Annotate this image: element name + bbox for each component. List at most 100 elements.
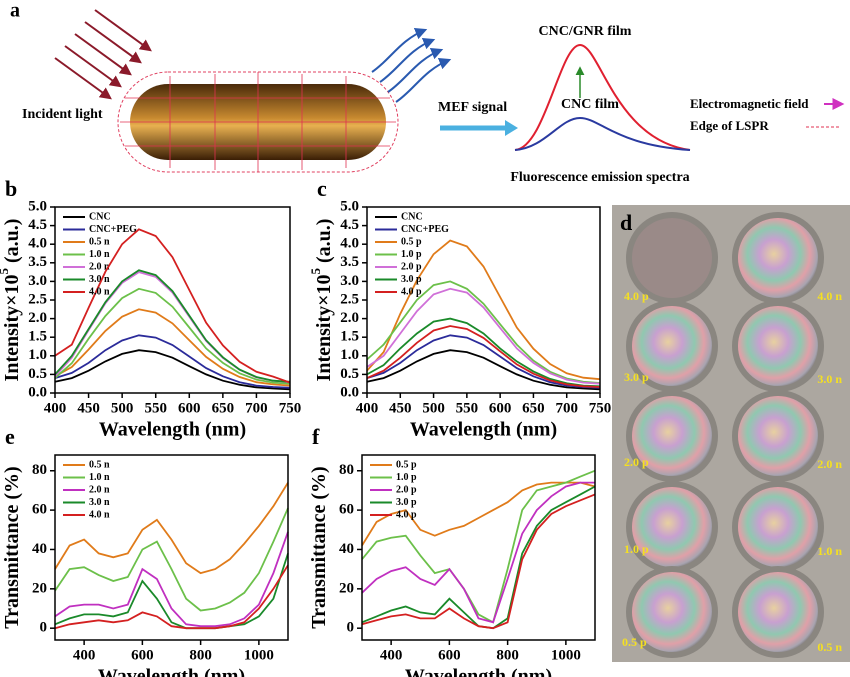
series-line: [361, 481, 596, 546]
x-tick-label: 600: [131, 647, 154, 663]
legend-label: 3.0 p: [396, 497, 417, 508]
y-axis-label-part: Transmittance (%): [308, 466, 330, 628]
series-line: [54, 287, 291, 385]
x-tick-label: 800: [189, 647, 212, 663]
emission-arrows: [371, 28, 452, 103]
y-tick-label: 4.0: [340, 236, 359, 252]
sample-label: 4.0 p: [624, 289, 649, 303]
y-tick-label: 2.0: [28, 310, 47, 326]
x-tick-label: 1000: [551, 647, 581, 663]
series-line: [54, 531, 289, 628]
y-axis-label: Intensity×105 (a.u.): [308, 219, 334, 382]
legend-label: 1.0 n: [89, 249, 110, 260]
legend-label: 4.0 n: [89, 509, 110, 520]
y-tick-label: 3.0: [340, 273, 359, 289]
x-axis-label: Wavelength (nm): [99, 419, 246, 441]
x-tick-label: 1000: [244, 647, 274, 663]
y-axis-label-part: 5: [308, 267, 323, 274]
cnc-spectrum: [514, 116, 691, 151]
legend-label: 0.5 n: [89, 459, 110, 470]
series-line: [366, 325, 601, 388]
series-line: [54, 507, 289, 612]
legend-label: CNC+PEG: [401, 224, 449, 235]
x-tick-label: 550: [144, 400, 167, 416]
legend-label: CNC: [89, 211, 111, 222]
plot-frame: [54, 454, 289, 641]
x-tick-label: 700: [555, 400, 578, 416]
y-tick-label: 5.0: [28, 198, 47, 214]
panel-letter: a: [10, 0, 20, 22]
y-tick-label: 4.0: [28, 236, 47, 252]
sample-label: 0.5 n: [817, 640, 842, 654]
y-tick-label: 0: [40, 620, 48, 636]
y-tick-label: 1.5: [28, 329, 47, 345]
x-tick-label: 650: [212, 400, 235, 416]
legend-label: 1.0 n: [89, 472, 110, 483]
y-tick-label: 1.0: [340, 347, 359, 363]
y-tick-label: 0.0: [28, 384, 47, 400]
y-tick-label: 60: [339, 502, 354, 518]
plot-frame: [366, 206, 601, 394]
y-tick-label: 60: [32, 502, 47, 518]
legend-label: 2.0 p: [396, 484, 417, 495]
dish-film: [632, 487, 712, 567]
y-tick-label: 80: [339, 462, 354, 478]
x-axis-label: Wavelength (nm): [410, 419, 557, 441]
x-tick-label: 600: [489, 400, 512, 416]
plot-frame: [361, 454, 596, 641]
signal-arrow-head: [505, 120, 518, 136]
series-line: [54, 564, 289, 630]
x-tick-label: 500: [111, 400, 134, 416]
legend-label: CNC: [401, 211, 423, 222]
x-axis-label: Wavelength (nm): [98, 666, 245, 677]
dish-film: [738, 487, 818, 567]
chart: b 400 450 500 550 600 650 700 750 0.0 0.5 1.0 1.5 2.0…: [0, 176, 301, 441]
dish-film: [632, 306, 712, 386]
y-tick-label: 0: [347, 620, 355, 636]
y-tick-label: 20: [339, 580, 354, 596]
y-tick-label: 1.5: [340, 329, 359, 345]
x-tick-label: 600: [178, 400, 201, 416]
incident-label: Incident light: [22, 107, 103, 122]
series-line: [54, 334, 291, 389]
legend-label: 4.0 p: [396, 509, 417, 520]
legend-label: 0.5 n: [89, 236, 110, 247]
cnc-label: CNC film: [561, 97, 619, 112]
panel-letter: f: [312, 424, 320, 449]
x-tick-label: 450: [389, 400, 412, 416]
panel-a: a Incident light MEF signal CNC/GNR film…: [10, 0, 845, 185]
x-tick-label: 400: [356, 400, 379, 416]
chart: f 400 600 800 1000 0 20 40 60 80 0.5 p 1.0 p2.0 p 3.…: [308, 424, 596, 677]
field-grid: [120, 72, 396, 172]
dish-film: [738, 218, 818, 298]
y-tick-label: 2.5: [28, 291, 47, 307]
series-line: [366, 287, 601, 385]
x-tick-label: 550: [456, 400, 479, 416]
y-axis-label: Transmittance (%): [1, 466, 23, 628]
x-tick-label: 650: [522, 400, 545, 416]
sample-label: 1.0 n: [817, 544, 842, 558]
series-line: [361, 481, 595, 624]
series-line: [54, 482, 289, 575]
y-tick-label: 2.0: [340, 310, 359, 326]
x-tick-label: 400: [44, 400, 67, 416]
x-tick-label: 700: [245, 400, 268, 416]
legend-label: 4.0 n: [89, 286, 110, 297]
dish-film: [738, 572, 818, 652]
y-tick-label: 3.5: [28, 254, 47, 270]
panel-letter: e: [5, 424, 15, 449]
y-tick-label: 2.5: [340, 291, 359, 307]
incident-arrows: [54, 9, 152, 100]
x-tick-label: 600: [438, 647, 461, 663]
dish-film: [738, 396, 818, 476]
x-tick-label: 750: [279, 400, 302, 416]
chart: e 400 600 800 1000 0 20 40 60 80 0.5 n 1.0 n2.0 n 3.…: [1, 424, 289, 677]
sample-label: 4.0 n: [817, 289, 842, 303]
series-line: [361, 493, 596, 630]
y-tick-label: 1.0: [28, 347, 47, 363]
series-line: [366, 317, 601, 388]
y-tick-label: 0.0: [340, 384, 359, 400]
series-line: [54, 349, 291, 391]
series-line: [366, 239, 601, 381]
legend-label: 0.5 p: [401, 236, 422, 247]
